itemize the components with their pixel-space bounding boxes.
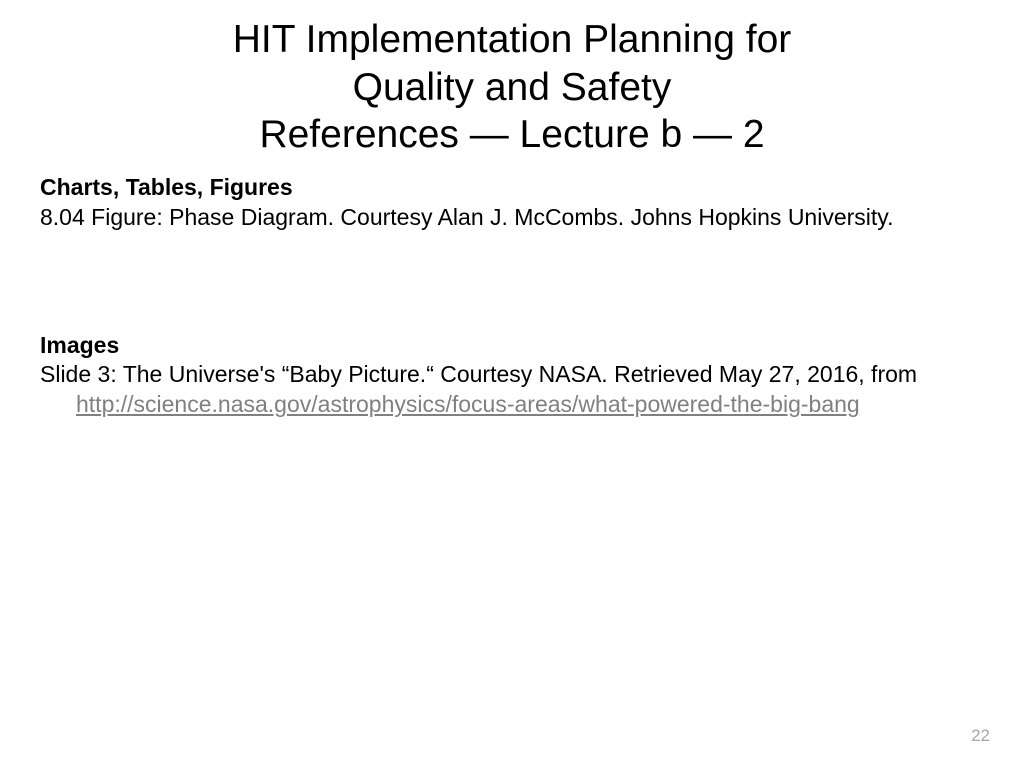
title-line-2: Quality and Safety bbox=[353, 66, 672, 109]
section-heading-images: Images bbox=[40, 331, 984, 361]
title-line-3: References — Lecture b — 2 bbox=[259, 113, 764, 156]
title-line-1: HIT Implementation Planning for bbox=[233, 18, 792, 61]
slide: HIT Implementation Planning for Quality … bbox=[0, 0, 1024, 768]
section-body-images: Slide 3: The Universe's “Baby Picture.“ … bbox=[40, 360, 984, 420]
page-number: 22 bbox=[971, 726, 990, 746]
images-body-text: Slide 3: The Universe's “Baby Picture.“ … bbox=[40, 361, 917, 387]
slide-title: HIT Implementation Planning for Quality … bbox=[40, 16, 984, 159]
section-heading-charts: Charts, Tables, Figures bbox=[40, 173, 984, 203]
spacer bbox=[40, 233, 984, 331]
section-body-charts: 8.04 Figure: Phase Diagram. Courtesy Ala… bbox=[40, 203, 984, 233]
reference-link[interactable]: http://science.nasa.gov/astrophysics/foc… bbox=[76, 391, 860, 417]
